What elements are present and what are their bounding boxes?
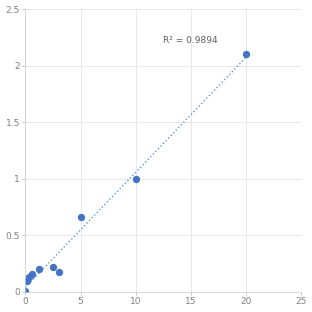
Point	[56, 269, 61, 274]
Point	[133, 176, 138, 181]
Point	[78, 215, 83, 220]
Point	[30, 271, 35, 276]
Point	[23, 289, 28, 294]
Point	[37, 267, 42, 272]
Point	[243, 52, 248, 57]
Point	[25, 278, 30, 283]
Point	[51, 265, 56, 270]
Point	[27, 275, 32, 280]
Text: R² = 0.9894: R² = 0.9894	[163, 36, 218, 45]
